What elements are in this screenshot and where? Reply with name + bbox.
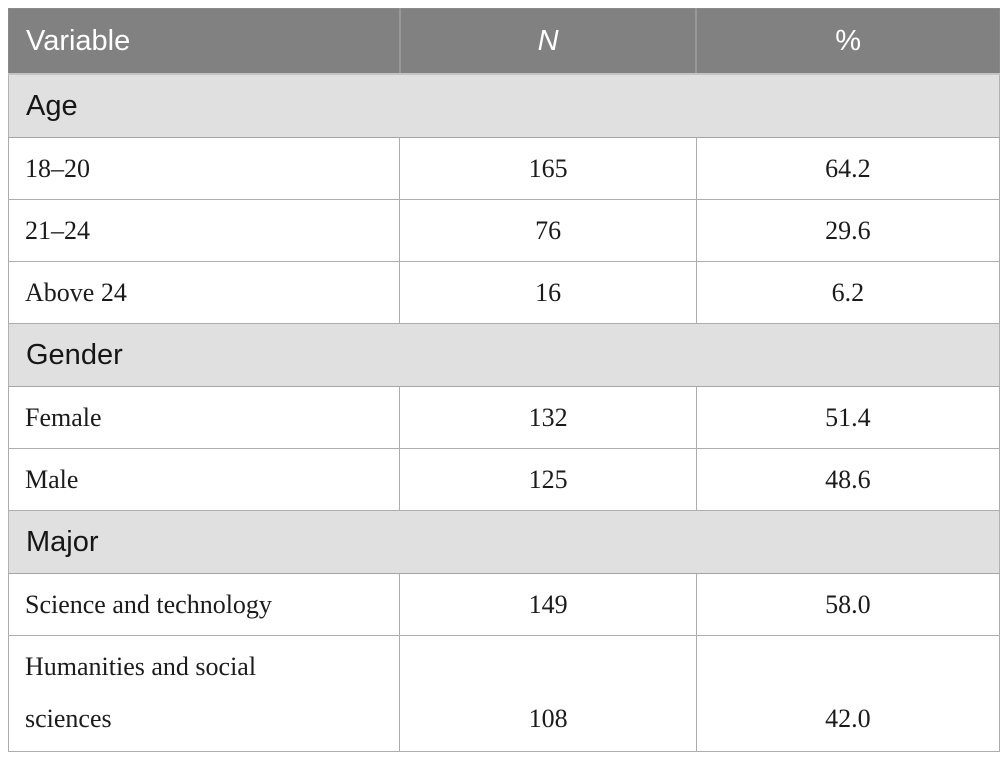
section-header-row: Major — [8, 510, 1000, 574]
row-value-n: 125 — [399, 448, 697, 511]
row-label: Female — [7, 386, 401, 449]
section-header-row: Age — [8, 73, 1000, 138]
row-label: 21–24 — [7, 199, 401, 262]
header-row: Variable N % — [7, 8, 1001, 75]
table-row: Above 24 16 6.2 — [7, 261, 1001, 324]
row-label-text: Humanities and social sciences — [25, 652, 257, 733]
section-header-row: Gender — [8, 323, 1000, 387]
table-row: 21–24 76 29.6 — [7, 199, 1001, 262]
row-value-n: 108 — [399, 635, 697, 752]
row-value-n: 76 — [399, 199, 697, 262]
row-value-percent: 6.2 — [695, 261, 1001, 324]
table-body: Age 18–20 165 64.2 21–24 76 29.6 Above 24 16 6.2 G… — [7, 73, 1001, 752]
demographics-table: Variable N % Age 18–20 165 64.2 21–24 76 29.6 A… — [7, 8, 1001, 752]
row-value-n: 16 — [399, 261, 697, 324]
column-header-variable: Variable — [7, 8, 400, 75]
row-label-text: Male — [25, 464, 79, 494]
row-label-text: 21–24 — [25, 215, 90, 245]
column-header-percent: % — [695, 8, 1001, 75]
row-value-n: 149 — [399, 573, 697, 636]
section-title: Age — [8, 73, 1000, 138]
row-value-n: 165 — [399, 137, 697, 200]
section-title: Major — [8, 510, 1000, 574]
column-header-n: N — [398, 8, 697, 75]
section-title: Gender — [8, 323, 1000, 387]
row-label-text: 18–20 — [25, 153, 90, 183]
row-label: Science and technology — [7, 573, 401, 636]
row-value-n: 132 — [399, 386, 697, 449]
table-row: Science and technology 149 58.0 — [7, 573, 1001, 636]
table-header: Variable N % — [7, 8, 1001, 75]
row-label: Male — [7, 448, 401, 511]
row-value-percent: 51.4 — [695, 386, 1001, 449]
row-value-percent: 64.2 — [695, 137, 1001, 200]
row-label: Above 24 — [7, 261, 401, 324]
row-label: 18–20 — [7, 137, 401, 200]
row-label-text: Above 24 — [25, 277, 127, 307]
row-label-text: Female — [25, 402, 102, 432]
table-row: Female 132 51.4 — [7, 386, 1001, 449]
row-value-percent: 29.6 — [695, 199, 1001, 262]
row-value-percent: 48.6 — [695, 448, 1001, 511]
table-row: Humanities and social sciences 108 42.0 — [7, 635, 1001, 752]
row-label-text: Science and technology — [25, 589, 272, 619]
table-row: 18–20 165 64.2 — [7, 137, 1001, 200]
row-label: Humanities and social sciences — [7, 635, 401, 752]
table-row: Male 125 48.6 — [7, 448, 1001, 511]
table: Variable N % Age 18–20 165 64.2 21–24 76 29.6 A… — [7, 8, 1001, 752]
row-value-percent: 42.0 — [695, 635, 1001, 752]
row-value-percent: 58.0 — [695, 573, 1001, 636]
